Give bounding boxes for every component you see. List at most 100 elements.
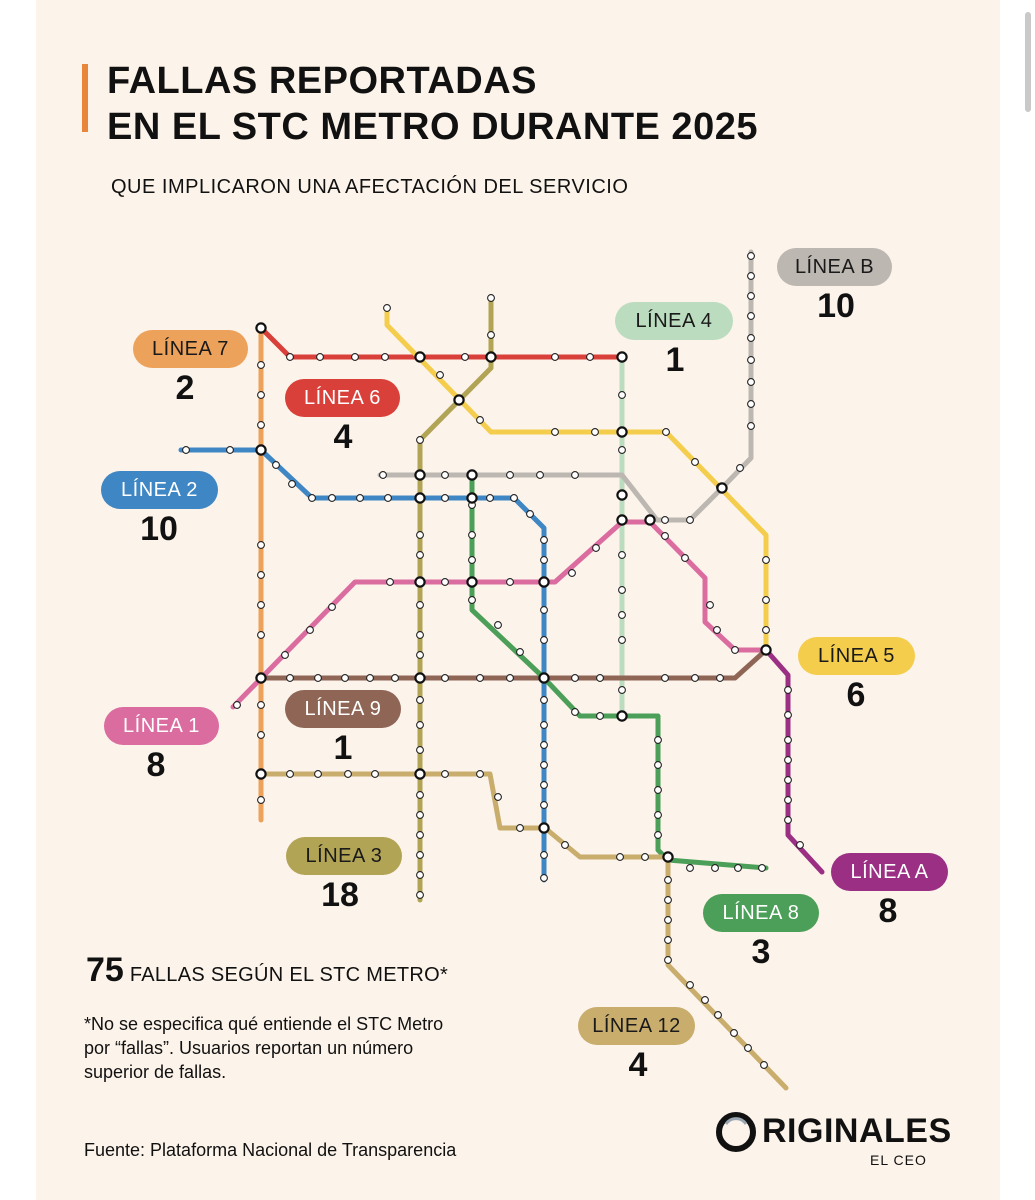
line-6-station	[316, 353, 324, 361]
line-3-station	[416, 791, 424, 799]
line-5-route	[384, 305, 769, 653]
line-6-route	[258, 325, 625, 360]
line-1-station	[386, 578, 394, 586]
line-8-station	[758, 864, 766, 872]
line-1-station	[592, 544, 600, 552]
line-12-station	[494, 793, 502, 801]
line-12-station	[664, 876, 672, 884]
line-7-station	[257, 601, 265, 609]
line-7-station	[257, 631, 265, 639]
line-8-station	[654, 786, 662, 794]
line-12-station	[664, 936, 672, 944]
line-1-station	[661, 532, 669, 540]
infographic-card	[36, 0, 1000, 1200]
line-9-station	[571, 674, 579, 682]
line-8-station	[654, 831, 662, 839]
line-b-station	[661, 516, 669, 524]
line-b-count: 10	[817, 287, 855, 325]
line-b-station	[379, 471, 387, 479]
transfer-station	[538, 672, 550, 684]
line-b-station	[747, 252, 755, 260]
line-2-station	[486, 494, 494, 502]
brand-logo-block: RIGINALES EL CEO	[716, 1110, 956, 1170]
transfer-station	[453, 394, 465, 406]
line-2-station	[540, 801, 548, 809]
transfer-station	[644, 514, 656, 526]
transfer-station	[616, 426, 628, 438]
line-2-label: LÍNEA 2	[101, 471, 218, 509]
line-12-station	[371, 770, 379, 778]
line-9-station	[661, 674, 669, 682]
line-3-station	[416, 851, 424, 859]
line-9-station	[366, 674, 374, 682]
line-8-station	[686, 864, 694, 872]
footnote: *No se especifica qué entiende el STC Me…	[84, 1014, 444, 1082]
brand-subtitle: EL CEO	[870, 1152, 927, 1168]
line-2-station	[540, 761, 548, 769]
originales-o-icon	[716, 1112, 756, 1152]
line-1-station	[713, 626, 721, 634]
line-b-station	[747, 378, 755, 386]
line-2-station	[526, 510, 534, 518]
line-12-station	[476, 770, 484, 778]
transfer-station	[466, 576, 478, 588]
transfer-station	[662, 851, 674, 863]
line-5-station	[762, 556, 770, 564]
title-accent-bar	[82, 64, 88, 132]
line-1-label: LÍNEA 1	[104, 707, 219, 745]
transfer-station	[538, 576, 550, 588]
line-3-station	[416, 871, 424, 879]
scrollbar[interactable]	[1025, 12, 1031, 112]
line-6-station	[461, 353, 469, 361]
line-1-station	[506, 578, 514, 586]
line-2-station	[182, 446, 190, 454]
transfer-station	[414, 351, 426, 363]
line-5-station	[691, 458, 699, 466]
line-12-station	[686, 981, 694, 989]
line-2-station	[226, 446, 234, 454]
transfer-station	[466, 492, 478, 504]
line-2-station	[540, 556, 548, 564]
line-4-station	[618, 586, 626, 594]
line-12-station	[760, 1061, 768, 1069]
line-b-station	[747, 356, 755, 364]
line-9-station	[441, 674, 449, 682]
line-3-station	[416, 746, 424, 754]
total-failures: 75 FALLAS SEGÚN EL STC METRO*	[86, 951, 448, 990]
line-5-count: 6	[846, 676, 866, 714]
line-1-station	[281, 651, 289, 659]
line-12-count: 4	[628, 1046, 648, 1084]
line-8-station	[494, 621, 502, 629]
line-7-station	[257, 796, 265, 804]
line-9-station	[691, 674, 699, 682]
transfer-station	[255, 444, 267, 456]
line-8-station	[711, 864, 719, 872]
line-1-count: 8	[146, 746, 166, 784]
line-9-station	[341, 674, 349, 682]
line-2-station	[540, 696, 548, 704]
line-8-station	[468, 531, 476, 539]
line-6-station	[586, 353, 594, 361]
line-2-station	[540, 536, 548, 544]
line-4-station	[618, 446, 626, 454]
line-1-station	[731, 646, 739, 654]
line-a-station	[784, 776, 792, 784]
transfer-station	[716, 482, 728, 494]
line-8-station	[516, 648, 524, 656]
line-3-station	[416, 531, 424, 539]
line-7-station	[257, 541, 265, 549]
line-5-label: LÍNEA 5	[798, 637, 915, 675]
line-8-station	[468, 596, 476, 604]
line-6-station	[351, 353, 359, 361]
transfer-station	[414, 672, 426, 684]
line-12-station	[286, 770, 294, 778]
line-5-station	[662, 428, 670, 436]
line-4-count: 1	[665, 341, 685, 379]
line-2-station	[288, 480, 296, 488]
line-5-station	[383, 304, 391, 312]
line-4-station	[618, 391, 626, 399]
line-a-route	[763, 647, 825, 875]
line-5-station	[591, 428, 599, 436]
line-8-route	[469, 472, 769, 871]
line-3-count: 18	[321, 876, 359, 914]
